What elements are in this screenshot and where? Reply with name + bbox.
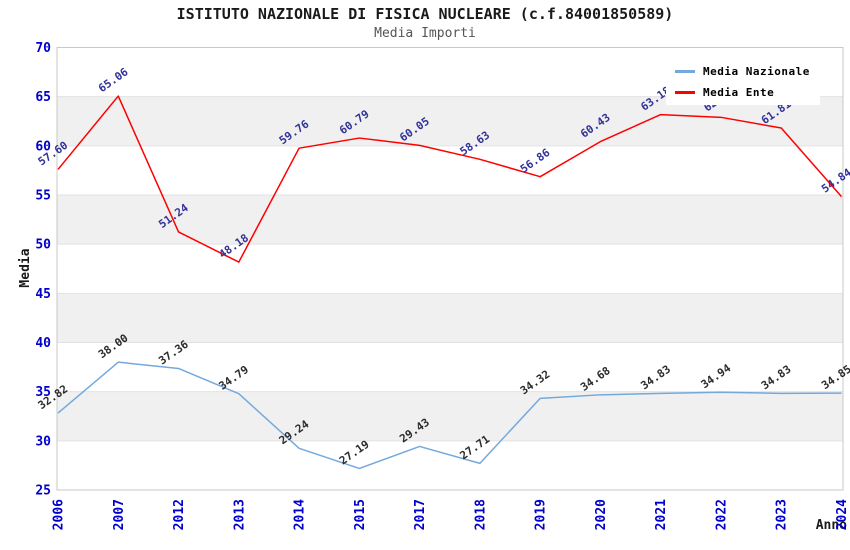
chart-title: ISTITUTO NAZIONALE DI FISICA NUCLEARE (c… [176,5,674,23]
x-tick-label: 2022 [714,499,729,530]
y-tick-label: 50 [35,238,51,253]
band [57,391,843,441]
point-label: 34.83 [759,363,794,393]
series-line-media-nazionale [57,361,842,470]
x-tick-label: 2017 [413,499,428,530]
legend-item-media-nazionale: Media Nazionale [675,63,810,79]
x-tick-label: 2019 [534,499,549,530]
x-tick-label: 2013 [232,499,247,530]
x-tick-label: 2012 [172,499,187,530]
point-label: 34.94 [699,361,734,391]
bands-layer [57,96,843,441]
point-label: 34.83 [638,363,673,393]
x-axis-title: Anno [816,518,847,533]
point-label: 27.19 [337,438,372,468]
point-label: 56.86 [518,146,553,176]
band [57,293,843,343]
y-tick-label: 60 [35,139,51,154]
y-tick-label: 55 [35,189,51,204]
media-ente-line-swatch-icon [675,90,695,94]
x-tick-label: 2024 [835,499,850,530]
y-tick-label: 45 [35,287,51,302]
point-label: 34.79 [217,363,252,393]
x-tick-labels: 2006 2007 2012 2013 2014 2015 2017 2018 2019 2020… [52,499,850,530]
x-tick-label: 2007 [112,499,127,530]
chart-subtitle: Media Importi [374,26,476,41]
point-label: 34.68 [578,364,613,394]
legend: Media Nazionale Media Ente [666,57,820,105]
y-axis-title: Media [18,248,33,287]
media-nazionale-line-swatch-icon [675,69,695,73]
point-label: 65.06 [96,65,131,95]
y-tick-label: 30 [35,434,51,449]
x-tick-label: 2018 [473,499,488,530]
x-tick-label: 2023 [775,499,790,530]
x-tick-label: 2014 [293,499,308,530]
plot-border [56,47,844,491]
x-tick-label: 2020 [594,499,609,530]
y-tick-label: 40 [35,336,51,351]
point-label: 54.84 [819,166,850,196]
series-lines-layer [57,95,843,470]
point-label: 34.85 [819,362,850,392]
y-tick-label: 35 [35,385,51,400]
legend-item-media-ente: Media Ente [675,84,810,100]
y-tick-label: 65 [35,90,51,105]
y-tick-label: 25 [35,484,51,499]
y-tick-label: 70 [35,41,51,56]
x-tick-label: 2021 [654,499,669,530]
series-line-media-ente [57,95,843,263]
x-tick-label: 2006 [52,499,67,530]
y-tick-labels: 25 30 35 40 45 50 55 60 65 70 [35,41,51,499]
legend-label-media-nazionale: Media Nazionale [703,64,810,78]
x-tick-label: 2015 [353,499,368,530]
legend-label-media-ente: Media Ente [703,85,775,99]
